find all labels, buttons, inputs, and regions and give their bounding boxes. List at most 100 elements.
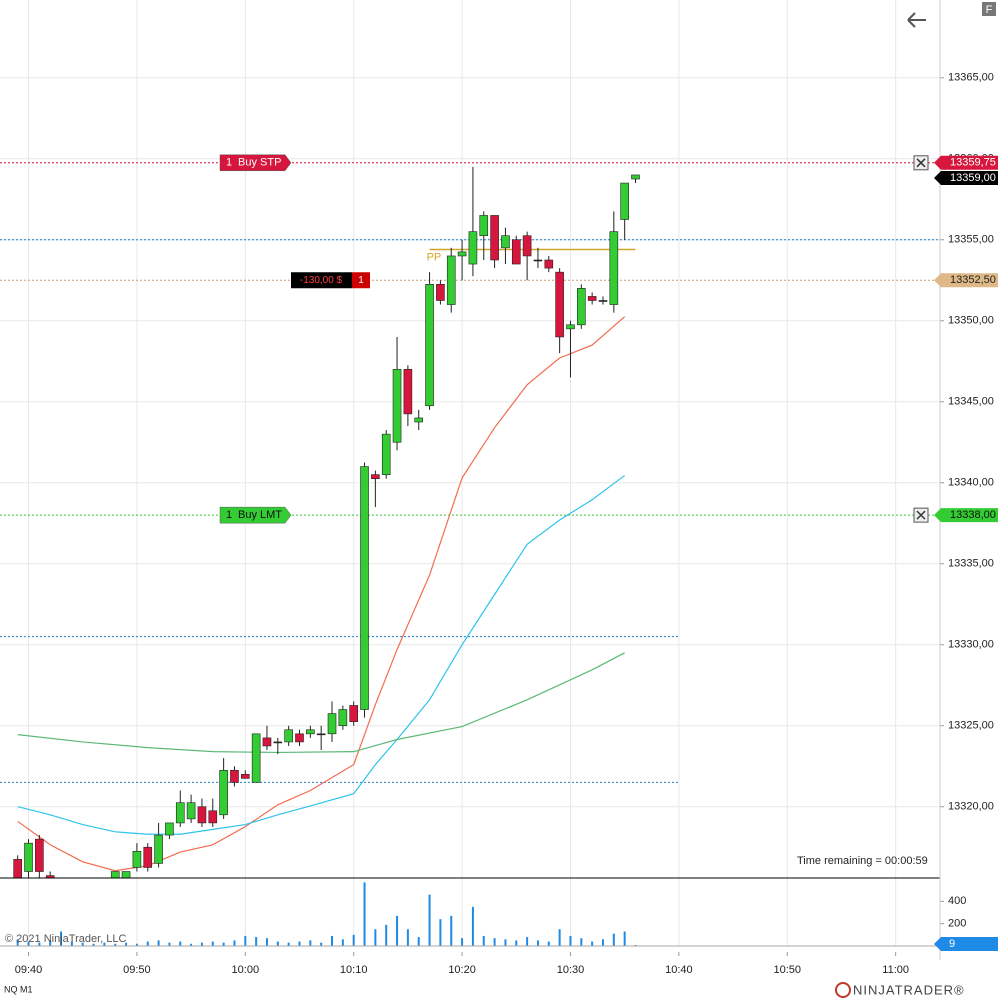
y-tick-label: 13330,00 xyxy=(948,639,994,651)
volume-bar xyxy=(211,941,214,946)
candle-body xyxy=(327,713,337,735)
x-tick-label: 10:10 xyxy=(340,964,368,976)
order-type[interactable]: Buy STP xyxy=(238,157,281,169)
volume-bar xyxy=(168,942,171,946)
volume-bar xyxy=(374,929,377,946)
volume-bar xyxy=(27,941,30,946)
y-tick-label: 13320,00 xyxy=(948,801,994,813)
position-qty: 1 xyxy=(358,275,364,286)
candle-body xyxy=(90,896,98,904)
volume-bar xyxy=(92,943,95,946)
volume-bar xyxy=(179,941,182,946)
y-tick-label: 13335,00 xyxy=(948,558,994,570)
price-marker-label: 13338,00 xyxy=(950,509,996,521)
volume-bar xyxy=(601,939,604,946)
volume-bar xyxy=(276,941,279,946)
moving-average xyxy=(17,316,626,872)
order-box[interactable] xyxy=(219,506,292,524)
volume-marker-label: 9 xyxy=(949,938,955,950)
volume-bar xyxy=(146,941,149,946)
instrument: NQ M1 xyxy=(4,984,33,994)
axes: 09:40 09:50 10:00 10:10 10:20 10:30 10:40 10:50… xyxy=(15,72,994,976)
volume-bar xyxy=(341,939,344,946)
moving-average xyxy=(17,652,625,754)
y-tick-label: 13350,00 xyxy=(948,315,994,327)
volume-bar xyxy=(331,935,334,946)
candle-body xyxy=(381,433,391,475)
plot-area: PP xyxy=(0,162,940,904)
volume-bar xyxy=(385,924,388,946)
candle-body xyxy=(121,871,131,878)
f-button-label[interactable]: F xyxy=(986,4,993,16)
pnl-box xyxy=(291,272,352,289)
candle-body xyxy=(522,235,532,257)
volume-bar xyxy=(558,929,561,946)
order-qty[interactable]: 1 xyxy=(226,509,232,521)
grid xyxy=(0,0,940,946)
back-arrow[interactable] xyxy=(907,12,926,28)
volume-bar xyxy=(428,894,431,946)
volume-bar xyxy=(125,942,128,946)
price-marker xyxy=(934,273,998,288)
volume-bar xyxy=(612,933,615,946)
candle-body xyxy=(24,842,33,872)
candle-body xyxy=(208,810,218,824)
price-marker xyxy=(934,155,998,170)
candle-body xyxy=(262,737,272,747)
order-type[interactable]: Buy LMT xyxy=(238,509,282,521)
candle-body xyxy=(132,850,142,868)
volume-bar xyxy=(461,938,464,946)
candle-body xyxy=(110,871,120,878)
candle-body xyxy=(154,834,163,864)
volume-tick-label: 400 xyxy=(948,895,966,907)
candle-body xyxy=(501,235,510,249)
volume-bar xyxy=(504,939,507,946)
volume-bar xyxy=(309,940,312,946)
candle-body xyxy=(251,733,261,783)
order-box[interactable] xyxy=(219,154,292,172)
candle-body xyxy=(306,729,315,735)
volume-bar xyxy=(406,929,409,946)
candle-body xyxy=(57,884,65,896)
cancel-order-x[interactable] xyxy=(916,510,926,520)
volume-bar xyxy=(320,942,323,946)
candle-body xyxy=(446,255,456,305)
price-marker-label: 13359,00 xyxy=(950,172,996,184)
candle-body xyxy=(577,288,586,326)
volume-bar xyxy=(60,931,63,946)
volume-bar xyxy=(515,940,518,946)
candle-body xyxy=(338,709,348,727)
f-button[interactable] xyxy=(982,2,996,16)
candle-body xyxy=(371,474,380,479)
candle-body xyxy=(414,417,424,423)
candle-body xyxy=(186,802,196,820)
order-qty[interactable]: 1 xyxy=(226,157,232,169)
candle-body xyxy=(598,300,608,302)
volume-bar xyxy=(265,938,268,946)
volume-bar xyxy=(363,882,366,946)
candle-body xyxy=(219,769,228,816)
volume-bar xyxy=(591,941,594,946)
candle-body xyxy=(468,231,478,265)
volume-bar xyxy=(298,941,301,946)
volume-bar xyxy=(114,943,117,946)
volume-pane xyxy=(16,882,637,946)
volume-bar xyxy=(439,919,442,946)
y-tick-label: 13345,00 xyxy=(948,396,994,408)
candle-body xyxy=(68,896,76,900)
candle-body xyxy=(566,324,575,330)
volume-bar xyxy=(526,937,529,946)
volume-bar xyxy=(287,942,290,946)
volume-bar xyxy=(103,942,106,946)
candle-body xyxy=(511,239,521,265)
candle-body xyxy=(295,733,304,743)
candle-body xyxy=(240,774,250,779)
cancel-order-x[interactable] xyxy=(916,158,926,168)
volume-bar xyxy=(547,941,550,946)
volume-bar xyxy=(471,906,474,946)
position-qty-box xyxy=(352,272,370,289)
price-marker-label: 13359,75 xyxy=(950,157,996,169)
volume-bar xyxy=(233,940,236,946)
volume-bar xyxy=(81,942,84,946)
